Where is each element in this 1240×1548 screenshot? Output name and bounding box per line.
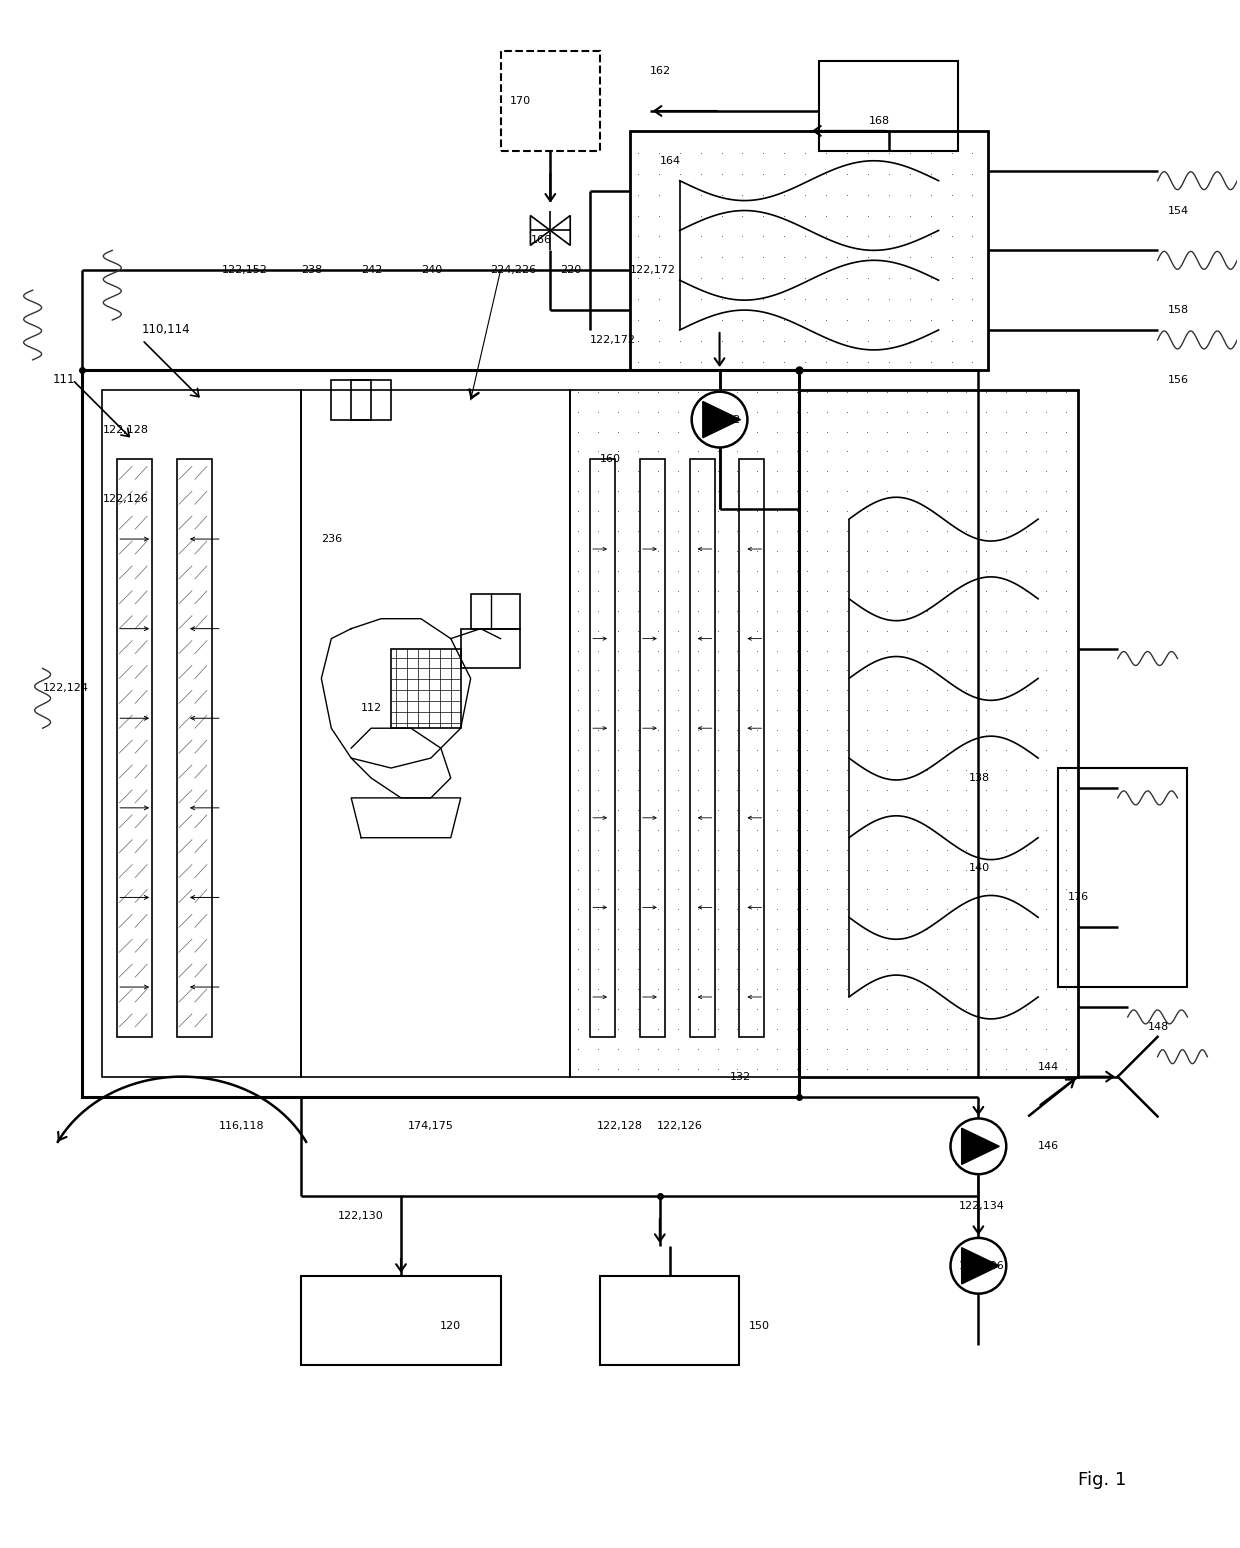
- Text: 132: 132: [729, 1071, 750, 1082]
- Text: 154: 154: [1168, 206, 1189, 215]
- Bar: [600, 1276, 739, 1365]
- Text: 168: 168: [869, 116, 890, 125]
- Bar: [739, 460, 764, 1037]
- Text: 158: 158: [1168, 305, 1189, 316]
- Text: 122,152: 122,152: [222, 265, 268, 276]
- Polygon shape: [962, 1128, 999, 1164]
- Circle shape: [951, 1238, 1007, 1294]
- Text: 116,118: 116,118: [219, 1121, 264, 1132]
- Bar: [351, 379, 391, 420]
- Polygon shape: [962, 1248, 999, 1283]
- Bar: [103, 390, 301, 1077]
- Text: 122,128: 122,128: [596, 1121, 644, 1132]
- Text: 146: 146: [1038, 1141, 1059, 1152]
- Bar: [1058, 768, 1188, 988]
- Text: 242: 242: [361, 265, 382, 276]
- Bar: [800, 390, 1078, 1077]
- Text: 238: 238: [301, 265, 322, 276]
- Bar: [820, 62, 959, 150]
- Text: 170: 170: [510, 96, 531, 105]
- Text: 122,126: 122,126: [103, 494, 149, 505]
- Text: 120: 120: [440, 1320, 461, 1331]
- Text: 156: 156: [1168, 375, 1188, 385]
- Text: 122,128: 122,128: [103, 424, 149, 435]
- Bar: [391, 649, 461, 728]
- Bar: [177, 460, 212, 1037]
- Text: Fig. 1: Fig. 1: [1078, 1471, 1126, 1489]
- Text: 111: 111: [52, 373, 76, 387]
- Bar: [590, 460, 615, 1037]
- Bar: [689, 460, 714, 1037]
- Bar: [640, 460, 665, 1037]
- Bar: [82, 370, 800, 1096]
- Text: 224,226: 224,226: [491, 265, 537, 276]
- Bar: [461, 628, 521, 669]
- Text: 236: 236: [321, 534, 342, 543]
- Text: 110,114: 110,114: [143, 324, 191, 336]
- Text: 220: 220: [560, 265, 582, 276]
- Polygon shape: [531, 215, 551, 246]
- Text: 122,136: 122,136: [959, 1260, 1004, 1271]
- Polygon shape: [703, 401, 740, 438]
- Text: 122,126: 122,126: [657, 1121, 703, 1132]
- Text: 144: 144: [1038, 1062, 1059, 1071]
- Circle shape: [692, 392, 748, 447]
- Text: 140: 140: [968, 862, 990, 873]
- Bar: [501, 51, 600, 150]
- Bar: [301, 390, 570, 1077]
- Bar: [118, 460, 153, 1037]
- Text: 122,134: 122,134: [959, 1201, 1004, 1211]
- Text: 150: 150: [749, 1320, 770, 1331]
- Text: 162: 162: [650, 67, 671, 76]
- Text: 138: 138: [968, 772, 990, 783]
- Text: 122,124: 122,124: [42, 683, 88, 694]
- Text: 142: 142: [719, 415, 740, 424]
- Text: 112: 112: [361, 703, 382, 714]
- Text: 122,172: 122,172: [590, 334, 636, 345]
- Bar: [331, 379, 371, 420]
- Text: 148: 148: [1148, 1022, 1169, 1033]
- Polygon shape: [551, 215, 570, 246]
- Bar: [570, 390, 800, 1077]
- Text: 174,175: 174,175: [408, 1121, 454, 1132]
- Bar: [301, 1276, 501, 1365]
- Text: 160: 160: [600, 455, 621, 464]
- Text: 122,130: 122,130: [339, 1211, 384, 1221]
- Bar: [471, 594, 521, 628]
- Text: 176: 176: [1068, 893, 1089, 902]
- Text: 164: 164: [660, 156, 681, 166]
- Bar: [630, 132, 988, 370]
- Text: 240: 240: [420, 265, 443, 276]
- Text: 166: 166: [531, 235, 552, 246]
- Circle shape: [951, 1119, 1007, 1175]
- Text: 122,172: 122,172: [630, 265, 676, 276]
